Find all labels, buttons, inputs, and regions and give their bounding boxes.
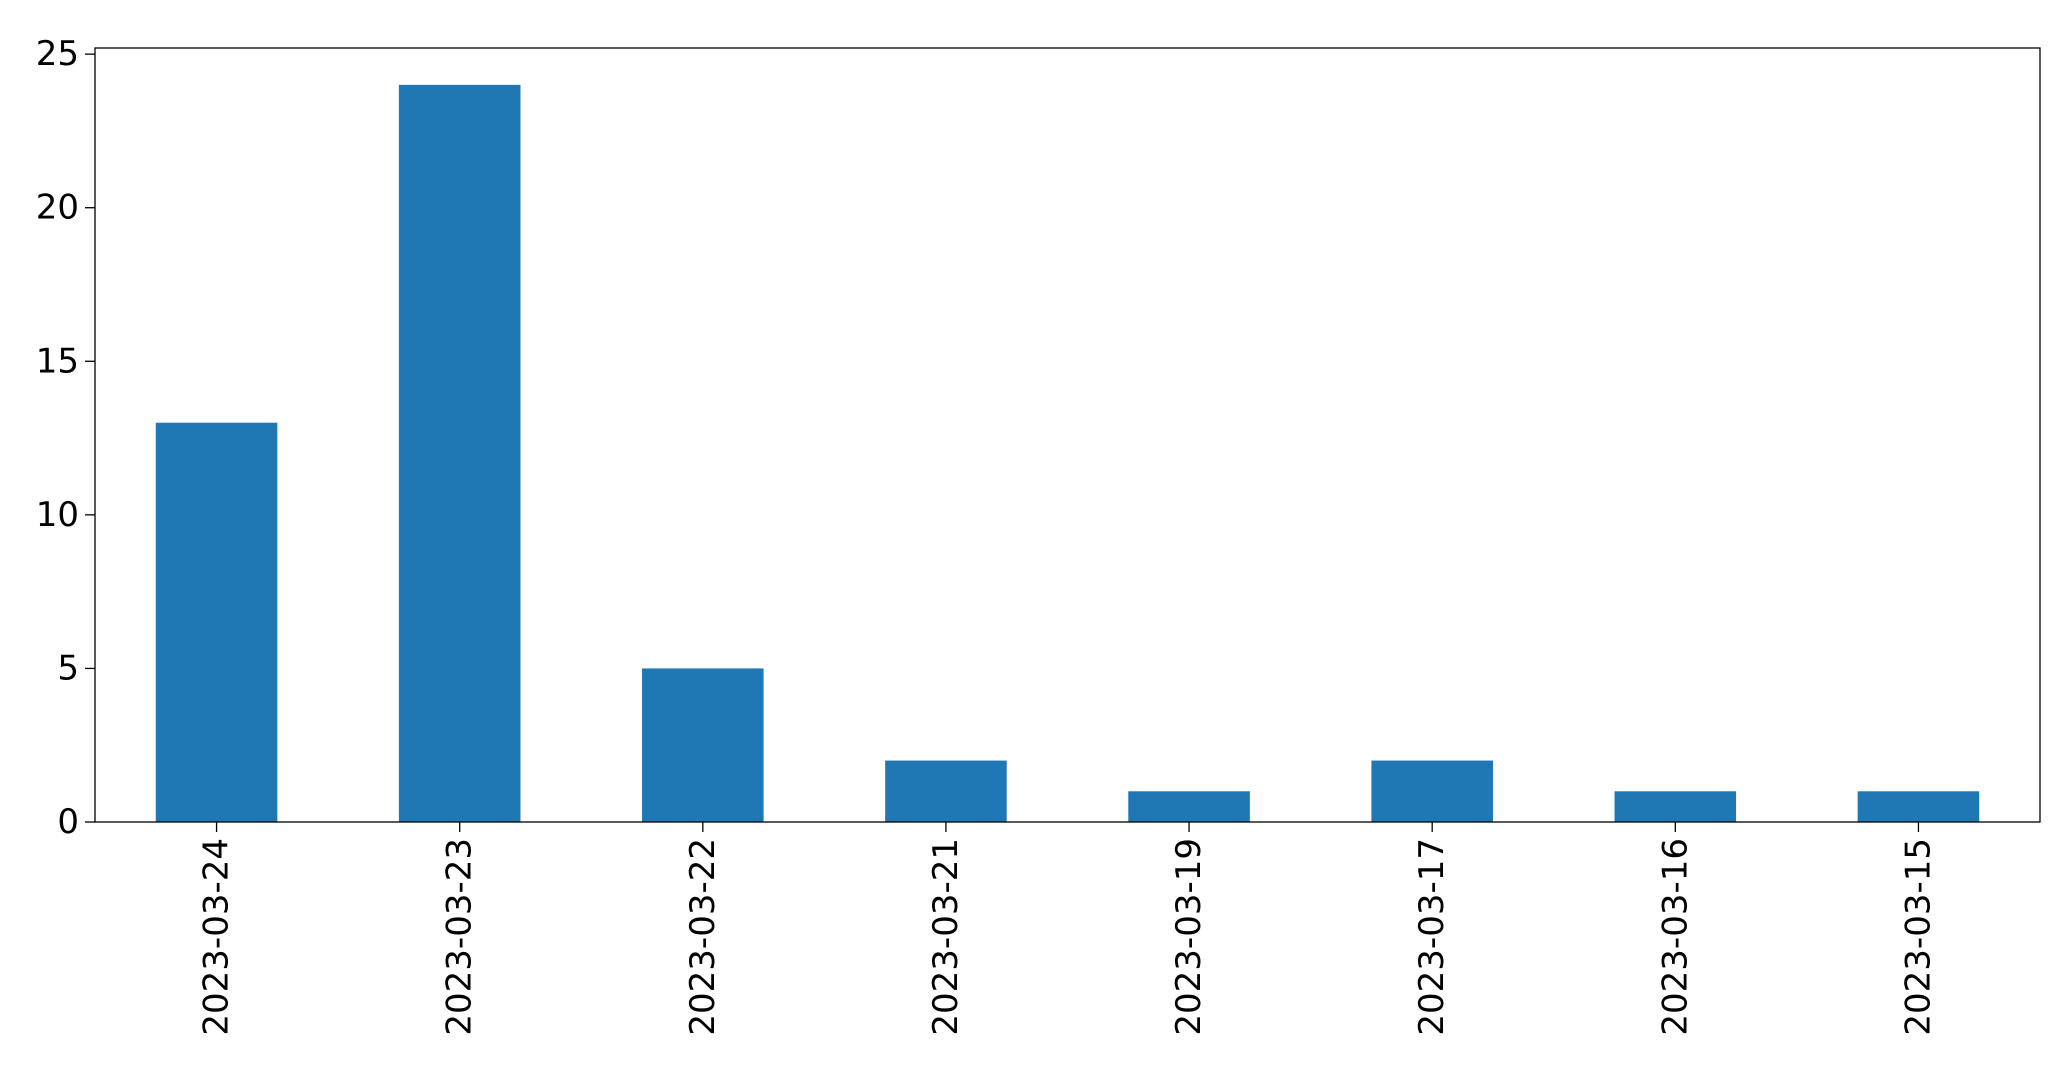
bar-2023-03-21 bbox=[885, 760, 1007, 822]
x-tick-label: 2023-03-21 bbox=[926, 838, 966, 1036]
y-tick-label: 0 bbox=[57, 802, 79, 842]
bar-2023-03-22 bbox=[642, 668, 764, 822]
x-tick-label: 2023-03-24 bbox=[197, 838, 237, 1036]
bars-group bbox=[155, 84, 1980, 823]
x-tick-label: 2023-03-15 bbox=[1898, 838, 1938, 1036]
y-tick-label: 25 bbox=[36, 34, 79, 74]
bar-2023-03-15 bbox=[1857, 791, 1980, 822]
y-tick-label: 15 bbox=[36, 341, 79, 381]
x-tick-label: 2023-03-16 bbox=[1655, 838, 1695, 1036]
bar-2023-03-19 bbox=[1128, 791, 1250, 822]
plot-frame bbox=[94, 47, 2041, 823]
y-tick-label: 10 bbox=[36, 495, 79, 535]
x-tick-label: 2023-03-17 bbox=[1412, 838, 1452, 1036]
x-tick-label: 2023-03-23 bbox=[440, 838, 480, 1036]
bar-2023-03-23 bbox=[398, 84, 521, 823]
y-tick-label: 5 bbox=[57, 648, 79, 688]
bar-2023-03-24 bbox=[155, 422, 278, 822]
y-axis-ticks: 0 5 10 15 20 25 bbox=[36, 34, 95, 842]
bar-2023-03-16 bbox=[1614, 791, 1737, 822]
x-tick-label: 2023-03-19 bbox=[1169, 838, 1209, 1036]
y-tick-label: 20 bbox=[36, 188, 79, 228]
x-axis-ticks: 2023-03-24 2023-03-23 2023-03-22 2023-03-21… bbox=[197, 822, 1938, 1036]
bar-2023-03-17 bbox=[1371, 760, 1493, 822]
x-tick-label: 2023-03-22 bbox=[683, 838, 723, 1036]
